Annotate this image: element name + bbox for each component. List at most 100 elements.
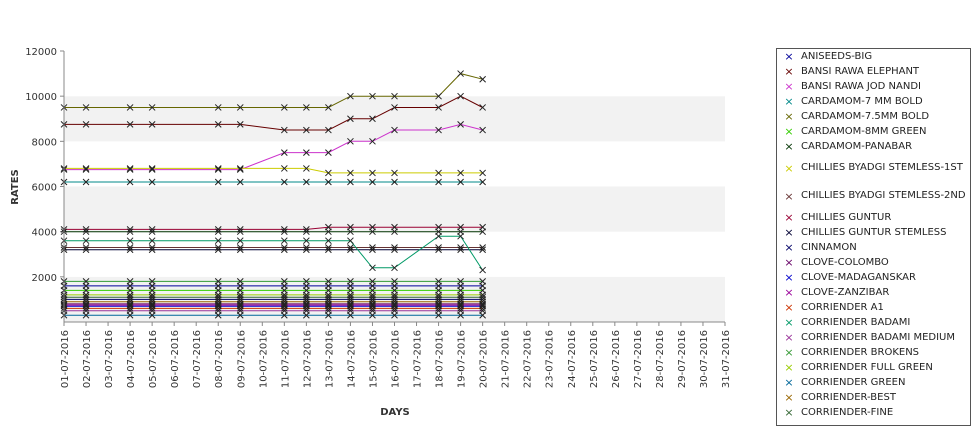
grid-bands bbox=[64, 51, 725, 322]
legend-marker-icon: × bbox=[784, 211, 794, 224]
grid-band bbox=[64, 51, 725, 97]
legend-marker-icon: × bbox=[784, 286, 794, 299]
data-point bbox=[325, 237, 332, 245]
data-point bbox=[391, 169, 398, 177]
legend-label: CARDAMOM-7.5MM BOLD bbox=[801, 110, 930, 122]
legend-marker-icon: × bbox=[784, 50, 794, 63]
data-point bbox=[303, 237, 310, 245]
data-point bbox=[391, 104, 398, 111]
data-point bbox=[369, 311, 376, 319]
data-point bbox=[236, 246, 244, 254]
legend-item: × CHILLIES BYADGI STEMLESS-1ST bbox=[777, 154, 970, 182]
legend-label: CARDAMOM-8MM GREEN bbox=[801, 125, 927, 137]
data-point bbox=[303, 228, 310, 236]
data-point bbox=[82, 244, 90, 251]
data-point bbox=[457, 291, 464, 299]
data-point bbox=[126, 246, 134, 254]
legend-label: CLOVE-ZANZIBAR bbox=[801, 286, 890, 298]
y-tick-label: 2000 bbox=[32, 273, 57, 284]
data-point bbox=[369, 246, 376, 254]
data-point bbox=[369, 223, 376, 231]
data-point bbox=[148, 166, 156, 173]
data-point bbox=[391, 277, 398, 285]
data-point bbox=[236, 166, 244, 173]
x-tick-label: 25-07-2016 bbox=[589, 330, 600, 388]
legend-item: × CORRIENDER BADAMI MEDIUM bbox=[777, 330, 970, 345]
data-point bbox=[214, 237, 222, 245]
data-point bbox=[479, 126, 486, 134]
data-point bbox=[303, 178, 310, 186]
data-point bbox=[435, 104, 442, 111]
legend-marker-icon: × bbox=[784, 256, 794, 269]
data-point bbox=[148, 226, 156, 233]
data-point bbox=[82, 311, 90, 319]
data-point bbox=[236, 104, 244, 111]
legend-marker-icon: × bbox=[784, 271, 794, 284]
data-point bbox=[457, 121, 464, 128]
legend-label: CHILLIES GUNTUR STEMLESS bbox=[801, 226, 947, 238]
series-markers bbox=[60, 70, 486, 319]
legend-item: × CINNAMON bbox=[777, 240, 970, 255]
data-point bbox=[148, 228, 156, 236]
legend-item: × CORRIENDER GREEN bbox=[777, 375, 970, 390]
x-axis-ticks: 01-07-2016 02-07-2016 03-07-2016 04-07-2016… bbox=[60, 322, 732, 388]
data-point bbox=[82, 104, 90, 111]
data-point bbox=[280, 291, 288, 299]
legend-marker-icon: × bbox=[784, 226, 794, 239]
legend-item: × CARDAMOM-7.5MM BOLD bbox=[777, 109, 970, 124]
data-point bbox=[126, 244, 134, 251]
legend-label: CARDAMOM-7 MM BOLD bbox=[801, 95, 923, 107]
data-point bbox=[280, 165, 288, 172]
legend-label: CHILLIES BYADGI STEMLESS-2ND bbox=[801, 190, 966, 201]
legend-marker-icon: × bbox=[784, 346, 794, 359]
data-point bbox=[236, 226, 244, 233]
data-point bbox=[214, 104, 222, 111]
legend-item: × ANISEEDS-BIG bbox=[777, 49, 970, 64]
x-tick-label: 03-07-2016 bbox=[104, 330, 115, 388]
legend-label: CHILLIES GUNTUR bbox=[801, 211, 892, 223]
data-point bbox=[435, 277, 442, 285]
data-point bbox=[479, 266, 486, 274]
legend-item: × CORRIENDER A1 bbox=[777, 300, 970, 315]
legend-label: ANISEEDS-BIG bbox=[801, 50, 873, 62]
data-point bbox=[148, 246, 156, 254]
legend-item: × BANSI RAWA JOD NANDI bbox=[777, 79, 970, 94]
x-tick-label: 19-07-2016 bbox=[457, 330, 468, 388]
x-tick-label: 09-07-2016 bbox=[236, 330, 247, 388]
data-point bbox=[82, 291, 90, 299]
data-point bbox=[479, 293, 486, 301]
legend-item: × BANSI RAWA ELEPHANT bbox=[777, 64, 970, 79]
data-point bbox=[435, 223, 442, 231]
data-point bbox=[391, 311, 398, 319]
data-point bbox=[347, 305, 354, 312]
data-point bbox=[214, 277, 222, 285]
data-point bbox=[126, 166, 134, 173]
legend-label: CLOVE-COLOMBO bbox=[801, 256, 889, 268]
legend-item: × CARDAMOM-7 MM BOLD bbox=[777, 94, 970, 109]
data-point bbox=[391, 293, 398, 301]
data-point bbox=[325, 126, 332, 134]
data-point bbox=[303, 246, 310, 254]
data-point bbox=[347, 115, 354, 123]
data-point bbox=[126, 178, 134, 186]
data-point bbox=[280, 237, 288, 245]
x-tick-label: 06-07-2016 bbox=[170, 330, 181, 388]
data-point bbox=[236, 178, 244, 186]
data-point bbox=[347, 223, 354, 231]
data-point bbox=[303, 311, 310, 319]
data-point bbox=[479, 75, 486, 83]
data-point bbox=[126, 228, 134, 236]
data-point bbox=[126, 277, 134, 285]
data-point bbox=[369, 92, 376, 100]
data-point bbox=[479, 244, 486, 251]
data-point bbox=[303, 149, 310, 156]
legend-marker-icon: × bbox=[784, 80, 794, 93]
legend-label: CORRIENDER-FINE bbox=[801, 406, 894, 418]
data-point bbox=[391, 92, 398, 100]
data-point bbox=[280, 149, 288, 156]
data-point bbox=[303, 293, 310, 301]
x-tick-label: 30-07-2016 bbox=[699, 330, 710, 388]
data-point bbox=[347, 311, 354, 319]
y-tick-label: 4000 bbox=[32, 228, 57, 239]
data-point bbox=[457, 70, 464, 77]
